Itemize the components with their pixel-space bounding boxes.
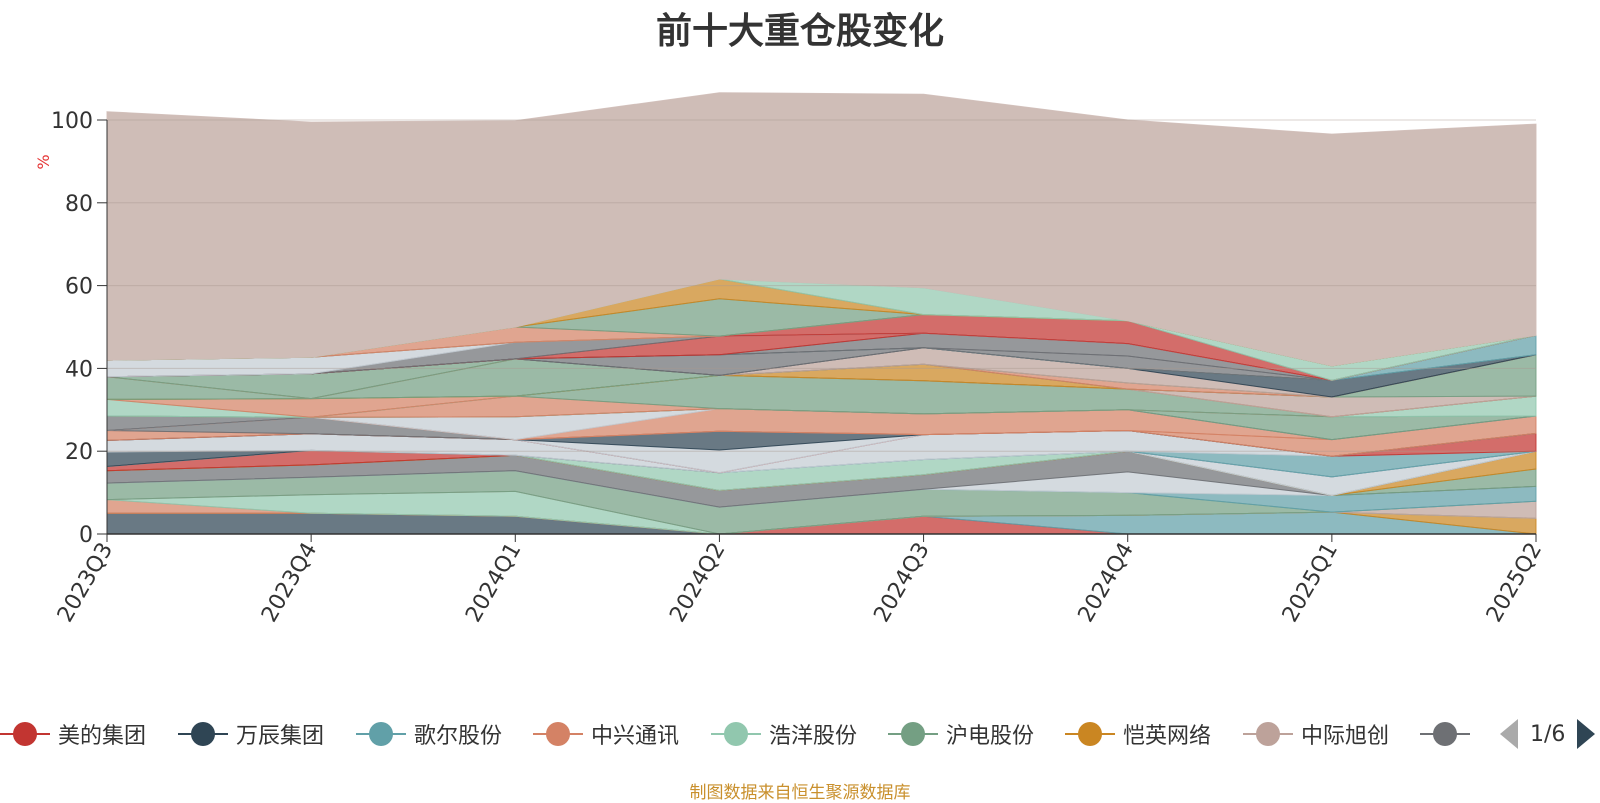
- chart-title: 前十大重仓股变化: [655, 11, 944, 52]
- legend: 美的集团 万辰集团 歌尔股份 中兴通讯 浩洋股份 沪电股份 恺英网络 中际旭创: [0, 712, 1600, 756]
- y-tick-label-5: 100: [51, 109, 93, 134]
- legend-label: 美的集团: [58, 724, 147, 749]
- legend-label: 歌尔股份: [414, 724, 503, 749]
- legend-label: 万辰集团: [236, 724, 325, 749]
- legend-marker-icon: [1243, 712, 1293, 756]
- y-tick-label-4: 80: [65, 192, 93, 217]
- x-tick-label-6: 2025Q1: [1278, 539, 1343, 627]
- legend-item-6[interactable]: 恺英网络: [1065, 712, 1211, 756]
- legend-label: 中际旭创: [1301, 724, 1390, 749]
- legend-item-4[interactable]: 浩洋股份: [711, 712, 857, 756]
- legend-item-2[interactable]: 歌尔股份: [356, 712, 502, 756]
- x-tick-label-7: 2025Q2: [1482, 539, 1547, 627]
- x-tick-label-5: 2024Q4: [1074, 539, 1139, 627]
- legend-marker-icon: [178, 712, 228, 756]
- legend-label: 恺英网络: [1123, 724, 1212, 749]
- y-axis-unit: %: [34, 154, 53, 169]
- legend-prev-page-icon[interactable]: [1500, 719, 1518, 749]
- x-tick-label-1: 2023Q4: [257, 539, 322, 627]
- legend-marker-icon: [1065, 712, 1115, 756]
- legend-next-page-icon[interactable]: [1577, 719, 1596, 749]
- grid-lines: [107, 119, 1536, 452]
- legend-item-3[interactable]: 中兴通讯: [533, 712, 679, 756]
- legend-marker-icon: [0, 712, 50, 756]
- y-tick-label-3: 60: [65, 275, 93, 300]
- legend-marker-icon: [356, 712, 406, 756]
- area-series-layer: [106, 92, 1537, 535]
- legend-label: 浩洋股份: [769, 724, 858, 749]
- legend-item-8[interactable]: [1420, 712, 1478, 756]
- legend-marker-icon: [533, 712, 583, 756]
- legend-item-7[interactable]: 中际旭创: [1243, 712, 1389, 756]
- legend-marker-icon: [1420, 712, 1470, 756]
- legend-item-1[interactable]: 万辰集团: [178, 712, 324, 756]
- y-tick-label-0: 0: [79, 523, 93, 548]
- y-tick-label-2: 40: [65, 357, 93, 382]
- legend-marker-icon: [888, 712, 938, 756]
- data-source-note: 制图数据来自恒生聚源数据库: [689, 783, 911, 803]
- legend-item-0[interactable]: 美的集团: [0, 712, 146, 756]
- x-tick-label-2: 2024Q1: [461, 539, 526, 627]
- x-tick-label-4: 2024Q3: [869, 539, 934, 627]
- legend-marker-icon: [711, 712, 761, 756]
- legend-item-5[interactable]: 沪电股份: [888, 712, 1034, 756]
- x-tick-label-3: 2024Q2: [665, 539, 730, 627]
- area-series-56: [106, 92, 1537, 367]
- y-tick-label-1: 20: [65, 440, 93, 465]
- stacked-area-chart: 0 20 40 60 80 100 2023Q3 2023Q4 2024Q1 2024Q2 2024…: [34, 92, 1547, 627]
- x-tick-label-0: 2023Q3: [53, 539, 118, 627]
- legend-pager: 1/6: [1500, 712, 1596, 756]
- legend-page-indicator: 1/6: [1530, 721, 1566, 747]
- legend-label: 沪电股份: [946, 724, 1035, 749]
- legend-label: 中兴通讯: [591, 724, 680, 749]
